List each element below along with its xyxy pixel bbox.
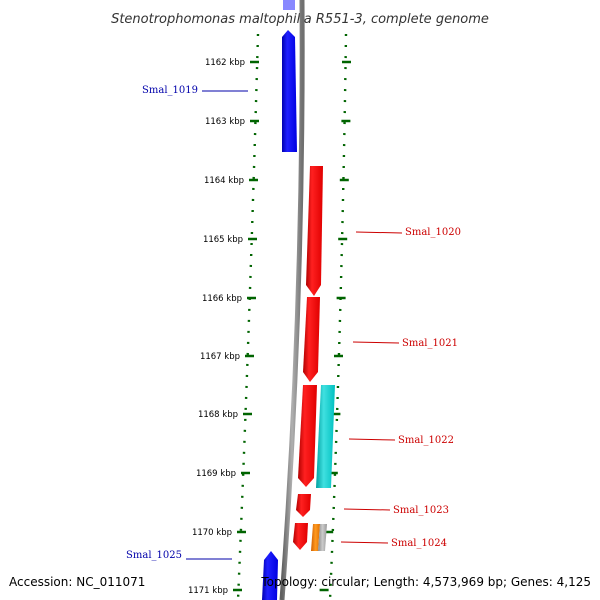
gene-label-smal-1020[interactable]: Smal_1020 xyxy=(405,227,461,238)
gene-label-smal-1024[interactable]: Smal_1024 xyxy=(391,538,447,549)
gene-smal-1022-arrow xyxy=(298,385,317,487)
gene-label-smal-1019[interactable]: Smal_1019 xyxy=(142,85,198,96)
tick-label: 1166 kbp xyxy=(202,294,242,304)
gene-smal-1025-arrow xyxy=(262,551,278,600)
tick-label: 1162 kbp xyxy=(205,58,245,68)
gene-smal-1024-grey-bar xyxy=(318,524,327,551)
reverse-strand-genes xyxy=(262,0,297,600)
gene-leader-line xyxy=(340,541,389,544)
tick-label: 1163 kbp xyxy=(205,117,245,127)
gene-smal-1021-arrow xyxy=(303,297,320,382)
tick-label: 1168 kbp xyxy=(198,410,238,420)
tick-label: 1167 kbp xyxy=(200,352,240,362)
gene-label-smal-1025[interactable]: Smal_1025 xyxy=(126,550,182,561)
gene-smal-1023-arrow xyxy=(296,494,311,517)
gene-leader-line xyxy=(352,341,400,344)
genome-backbone xyxy=(279,0,305,600)
gene-label-smal-1021[interactable]: Smal_1021 xyxy=(402,338,458,349)
gene-leader-line xyxy=(355,231,403,234)
topology-text: Topology: circular; Length: 4,573,969 bp… xyxy=(260,575,591,589)
accession-text: Accession: NC_011071 xyxy=(9,575,145,589)
gene-labels: Smal_1019 Smal_1020 Smal_1021 Smal_1022 Smal… xyxy=(126,85,461,561)
gene-smal-1024-orange-bar xyxy=(311,524,320,551)
gene-label-smal-1023[interactable]: Smal_1023 xyxy=(393,505,449,516)
gene-smal-1019-arrow xyxy=(282,30,297,152)
tick-label: 1165 kbp xyxy=(203,235,243,245)
gene-smal-1020-arrow xyxy=(306,166,323,296)
gene-smal-1022-cds-bar xyxy=(316,385,335,488)
outer-dotted-ring xyxy=(328,33,348,600)
gene-label-smal-1022[interactable]: Smal_1022 xyxy=(398,435,454,446)
gene-leader-line xyxy=(348,438,396,441)
gene-smal-1024-arrow xyxy=(293,523,308,550)
tick-marks: 1162 kbp 1163 kbp 1164 kbp 1165 kbp 1166 kbp… xyxy=(188,58,351,596)
gene-smal-1018-arrow xyxy=(283,0,295,10)
forward-strand-genes xyxy=(293,166,335,551)
tick-label: 1170 kbp xyxy=(192,528,232,538)
tick-label: 1171 kbp xyxy=(188,586,228,596)
tick-label: 1169 kbp xyxy=(196,469,236,479)
tick-label: 1164 kbp xyxy=(204,176,244,186)
gene-leader-line xyxy=(343,508,391,511)
